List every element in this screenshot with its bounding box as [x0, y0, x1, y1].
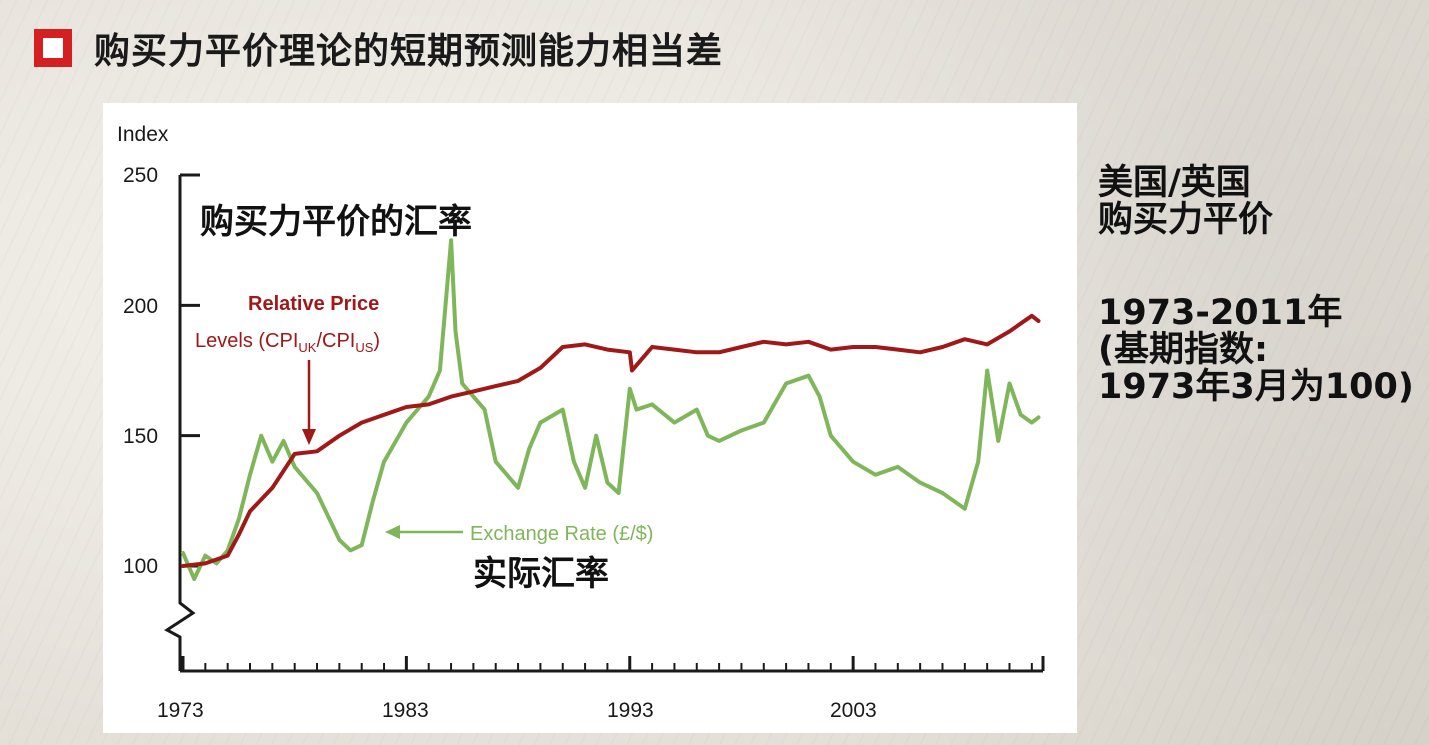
exchange-rate-label: Exchange Rate (£/$): [470, 523, 653, 545]
y-axis-label: Index: [117, 123, 169, 146]
side-note-line: 1973年3月为100): [1098, 367, 1414, 407]
exchange-rate-arrow: [385, 525, 463, 539]
x-tick-label: 2003: [830, 699, 877, 722]
series-layer: [181, 238, 1041, 581]
y-tick-label: 200: [123, 295, 158, 318]
y-tick-label: 250: [123, 164, 158, 187]
relative-price-arrow: [302, 360, 316, 445]
y-axis-line: [164, 175, 196, 671]
relative-price-label-line2: Levels (CPIUK/CPIUS): [195, 330, 380, 355]
y-tick-label: 100: [123, 555, 158, 578]
y-tick-label: 150: [123, 425, 158, 448]
side-note-line: 1973-2011年: [1098, 293, 1343, 333]
exchange-rate-series-line: [181, 238, 1041, 581]
side-note: 美国/英国 购买力平价 1973-2011年 (基期指数: 1973年3月为10…: [1098, 165, 1428, 406]
actual-rate-annotation: 实际汇率: [473, 554, 609, 594]
chart-panel: Index 250 200 150 100 1973 1983 1993 200…: [103, 103, 1077, 733]
x-tick-label: 1993: [607, 699, 654, 722]
ppp-rate-annotation: 购买力平价的汇率: [200, 202, 472, 242]
side-note-line: 购买力平价: [1098, 200, 1274, 240]
title-bullet-square: [34, 29, 72, 67]
relative-price-series-line: [181, 313, 1041, 568]
line-chart: Index 250 200 150 100 1973 1983 1993 200…: [117, 123, 1045, 722]
title-text: 购买力平价理论的短期预测能力相当差: [94, 31, 724, 72]
relative-price-label-line1: Relative Price: [248, 293, 379, 315]
x-tick-label: 1983: [382, 699, 429, 722]
axes: [164, 173, 1045, 673]
side-note-line: 美国/英国: [1098, 163, 1251, 203]
side-note-line: (基期指数:: [1098, 330, 1268, 370]
slide-title: 购买力平价理论的短期预测能力相当差: [34, 22, 723, 74]
x-tick-label: 1973: [157, 699, 204, 722]
